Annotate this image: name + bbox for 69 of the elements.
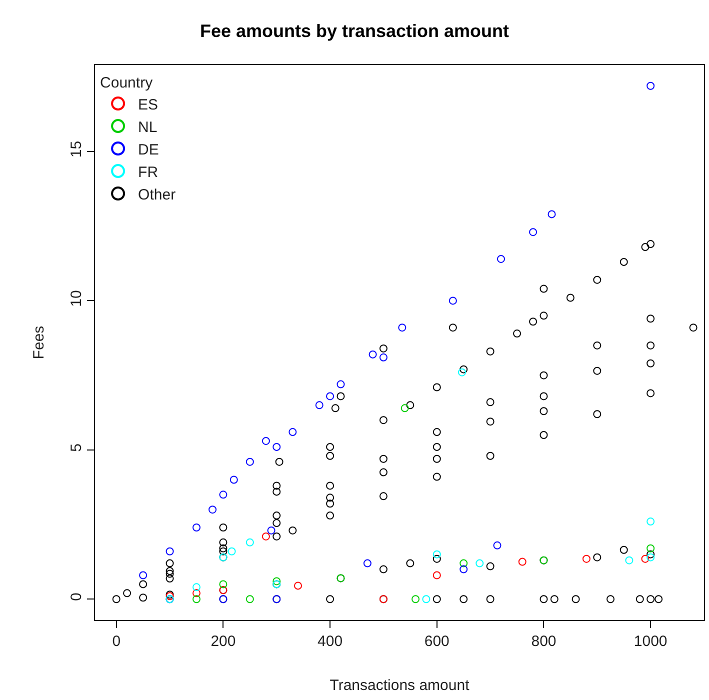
point <box>262 436 270 445</box>
point <box>400 404 409 412</box>
point <box>646 553 655 562</box>
point <box>493 541 502 550</box>
point <box>379 353 388 362</box>
point <box>192 583 200 592</box>
x-tick-label: 200 <box>210 633 236 650</box>
legend-label: NL <box>138 118 158 136</box>
chart-title: Fee amounts by transaction amount <box>200 21 510 42</box>
point <box>228 547 236 556</box>
point <box>460 559 468 568</box>
point <box>246 458 254 466</box>
point <box>192 524 200 532</box>
point <box>448 296 457 305</box>
point <box>326 392 334 400</box>
legend-label: FR <box>138 164 158 181</box>
point <box>412 595 420 604</box>
point <box>432 571 441 580</box>
point <box>294 582 302 590</box>
point <box>230 476 238 484</box>
point <box>219 490 228 499</box>
point <box>272 442 281 451</box>
y-tick-label: 10 <box>68 290 85 307</box>
point <box>315 401 324 410</box>
legend-label: Other <box>138 186 176 204</box>
point <box>422 595 430 604</box>
point <box>368 350 377 358</box>
legend-title: Country <box>100 74 154 92</box>
point <box>625 556 634 564</box>
x-tick-label: 800 <box>531 633 556 650</box>
point <box>192 589 200 598</box>
x-tick-label: 600 <box>424 633 450 650</box>
y-tick-label: 5 <box>68 444 85 452</box>
point <box>219 580 228 588</box>
point <box>476 559 484 568</box>
legend-label: DE <box>138 141 159 158</box>
point <box>641 554 650 563</box>
point <box>166 547 174 556</box>
point <box>208 506 217 514</box>
point <box>432 550 441 558</box>
y-tick-label: 15 <box>68 140 85 158</box>
x-tick-label: 400 <box>318 633 343 650</box>
point <box>548 210 556 218</box>
point <box>460 565 468 574</box>
point <box>518 558 526 566</box>
point <box>267 526 276 534</box>
point <box>288 428 297 436</box>
point <box>139 571 148 580</box>
point <box>246 538 254 546</box>
point <box>262 532 270 540</box>
y-tick-label: 0 <box>68 592 85 602</box>
x-axis-title: Transactions amount <box>330 677 470 694</box>
point <box>246 595 254 604</box>
point <box>363 559 372 568</box>
point <box>646 518 655 526</box>
point <box>458 368 466 376</box>
x-tick-label: 1000 <box>634 633 668 650</box>
point <box>529 228 538 236</box>
point <box>646 82 655 90</box>
point <box>646 544 655 552</box>
point <box>398 324 406 332</box>
y-axis-title: Fees <box>30 326 48 360</box>
legend-label: ES <box>138 96 158 114</box>
point <box>582 554 590 563</box>
point <box>192 595 200 604</box>
point <box>272 577 281 586</box>
point <box>497 254 505 263</box>
point <box>336 380 345 388</box>
x-tick-label: 0 <box>112 633 121 650</box>
